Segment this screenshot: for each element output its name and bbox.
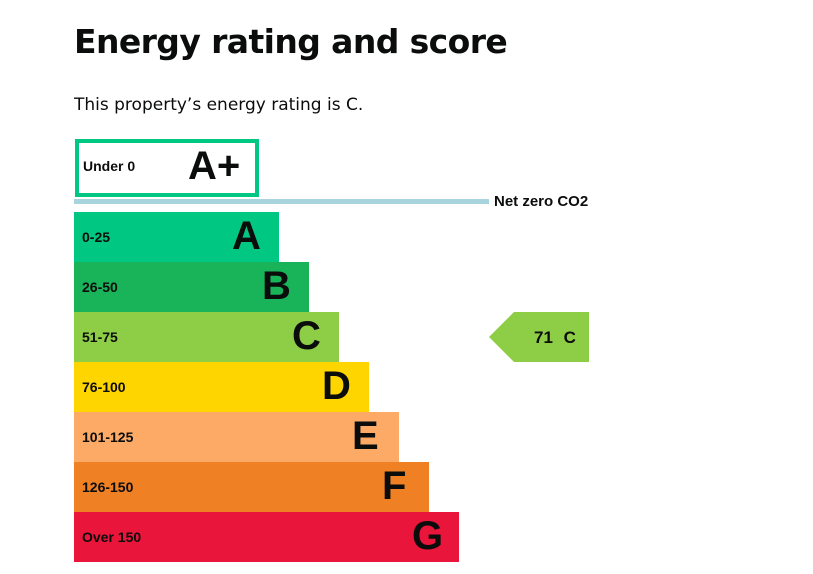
band-f-range: 126-150	[82, 479, 134, 495]
band-d-bar	[74, 362, 369, 412]
band-g-range: Over 150	[82, 529, 142, 545]
energy-rating-summary: This property’s energy rating is C.	[74, 95, 364, 115]
page-title: Energy rating and score	[74, 22, 508, 61]
current-rating-marker: 71 C	[489, 312, 589, 362]
current-rating-arrow-shape	[489, 312, 589, 362]
band-a-bar	[74, 212, 279, 262]
current-rating-arrow	[489, 312, 589, 362]
band-a-letter: A	[232, 214, 261, 258]
band-b-range: 26-50	[82, 279, 118, 295]
band-g-letter: G	[412, 514, 444, 558]
current-rating-letter: C	[563, 328, 576, 347]
band-a-plus-bar	[75, 139, 259, 197]
band-g-bar	[74, 512, 459, 562]
current-rating-score: 71	[534, 328, 553, 347]
band-d-range: 76-100	[82, 379, 126, 395]
band-e-bar	[74, 412, 399, 462]
band-c-letter: C	[292, 314, 321, 358]
band-b-letter: B	[262, 264, 291, 308]
net-zero-label: Net zero CO2	[494, 193, 589, 210]
band-c-bar	[74, 312, 339, 362]
band-a-plus-range: Under 0	[83, 158, 136, 174]
current-rating-label: 71 C	[534, 328, 576, 347]
band-f-letter: F	[382, 464, 407, 508]
band-e-letter: E	[352, 414, 379, 458]
net-zero-line	[74, 199, 489, 204]
band-a-plus-letter: A+	[188, 144, 241, 188]
band-d-letter: D	[322, 364, 351, 408]
band-a-range: 0-25	[82, 229, 111, 245]
band-c-range: 51-75	[82, 329, 118, 345]
band-b-bar	[74, 262, 309, 312]
band-e-range: 101-125	[82, 429, 134, 445]
band-f-bar	[74, 462, 429, 512]
